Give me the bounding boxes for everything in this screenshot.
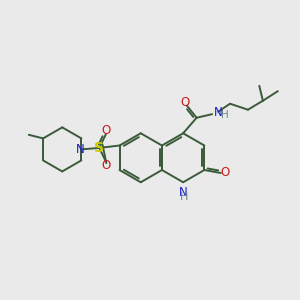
- Text: N: N: [76, 142, 85, 156]
- Text: O: O: [101, 159, 110, 172]
- Text: O: O: [220, 166, 230, 179]
- Text: N: N: [179, 186, 188, 199]
- Text: S: S: [94, 141, 104, 155]
- Text: H: H: [221, 110, 229, 120]
- Text: H: H: [180, 192, 188, 202]
- Text: O: O: [101, 124, 110, 137]
- Text: O: O: [180, 96, 189, 109]
- Text: N: N: [214, 106, 223, 119]
